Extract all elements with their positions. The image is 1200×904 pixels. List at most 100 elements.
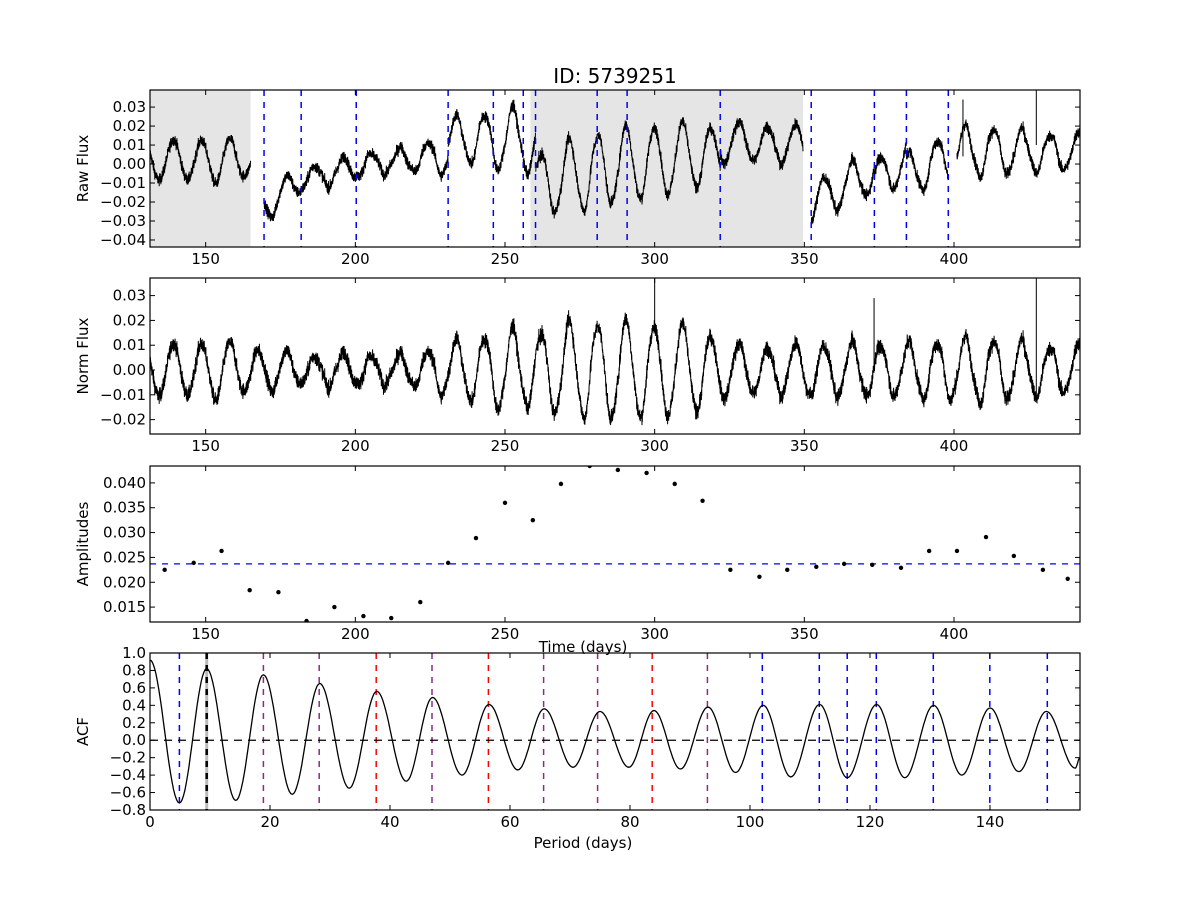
x-tick-label: 0 [145,813,155,831]
panel-norm: 150 200 250 300 350 400 0.03 0.02 0.01 0.00 −0.01 −… [74,277,1081,455]
amplitude-point [728,567,733,573]
y-axis-label: Norm Flux [74,317,92,394]
amplitude-point [644,470,649,476]
y-tick-label: 0.02 [113,311,146,329]
raw-flux-segment [719,118,804,171]
x-tick-label: 350 [790,250,819,268]
y-tick-label: 0.01 [113,336,146,354]
amplitude-point [304,618,309,622]
amplitude-point [191,560,196,566]
amplitude-point [1011,553,1017,559]
y-tick-label: 0.025 [103,548,146,566]
y-tick-label: −0.8 [110,801,146,819]
y-axis-label: ACF [74,717,92,746]
panel-amplitudes: 150 200 250 300 350 400 0.040 0.035 0.030 0.025 0.… [74,465,1081,656]
y-tick-label: −0.6 [110,784,146,802]
acf-curve [150,659,1080,804]
axes-frame [149,277,1081,435]
y-tick-label: 0.03 [113,98,146,116]
y-tick-label: 0.040 [103,474,146,492]
panel-raw: 150 200 250 300 350 4000.030.020.010.00−0.01−… [74,89,1081,268]
y-tick-label: 0.00 [113,155,146,173]
amplitude-point [1040,567,1046,573]
y-tick-label: 0.020 [103,573,146,591]
raw-flux-segment [522,132,536,180]
amplitude-point [870,562,875,568]
amplitude-point [247,588,252,593]
amplitude-point [558,481,564,487]
y-tick-label: 0.00 [113,361,146,379]
x-tick-label: 150 [191,625,220,643]
x-tick-label: 100 [736,813,765,831]
x-axis-label: Time (days) [538,638,628,656]
axes-frame [149,652,1081,811]
raw-flux-segment [873,142,907,194]
raw-flux-segment [596,116,721,209]
y-tick-label: −0.03 [100,212,146,230]
x-tick-label: 20 [260,813,279,831]
x-tick-label: 300 [640,250,669,268]
y-tick-label: −0.01 [100,386,146,404]
y-tick-label: −0.02 [100,193,146,211]
y-tick-label: 0.01 [113,136,146,154]
y-tick-label: 0.02 [113,117,146,135]
plot-area-acf [150,653,1080,810]
plot-area-norm [150,278,1080,426]
raw-flux-segment [535,131,598,219]
shaded-region [530,90,804,247]
amplitude-point [700,498,705,503]
amplitude-point [814,564,819,570]
y-tick-label: 0.035 [103,499,146,517]
x-tick-label: 300 [640,625,669,643]
x-tick-label: 140 [976,813,1005,831]
y-tick-label: −0.04 [100,231,146,249]
amplitude-point [954,548,960,554]
raw-flux-segment [956,119,1080,182]
x-tick-label: 60 [500,813,519,831]
y-tick-label: 0.8 [122,661,146,679]
x-tick-label: 400 [940,250,969,268]
norm-flux-line [150,310,1080,426]
amplitude-point [530,517,536,523]
x-tick-label: 250 [491,625,520,643]
x-tick-label: 400 [940,437,969,455]
raw-flux-segment [810,152,875,225]
amplitude-point [926,548,932,554]
panel-acf: 0 20 40 60 80 100 120 140 1.00.80.60.40.20.0−0.2… [74,644,1081,852]
x-tick-label: 300 [640,437,669,455]
axes-frame [149,465,1081,623]
amplitude-point [332,604,337,610]
raw-flux-segment [150,134,252,187]
amplitude-point [418,599,423,605]
axes-frame [149,89,1081,248]
amplitude-point [473,535,479,541]
y-tick-label: −0.02 [100,411,146,429]
raw-flux-segment [301,151,357,195]
amplitude-point [785,567,790,573]
y-tick-label: 0.4 [122,696,146,714]
x-tick-label: 120 [856,813,885,831]
x-tick-label: 350 [790,437,819,455]
figure-title: ID: 5739251 [553,64,676,88]
amplitude-point [615,467,621,473]
amplitude-point [672,481,677,487]
raw-flux-segment [263,171,302,222]
raw-flux-segment [447,99,524,175]
x-tick-label: 150 [191,437,220,455]
shaded-region [150,90,251,247]
y-tick-label: 0.030 [103,524,146,542]
amplitude-point [757,574,762,579]
y-tick-label: 1.0 [122,644,146,662]
x-axis-label: Period (days) [534,834,633,852]
y-tick-label: 0.0 [122,731,146,749]
raw-flux-segment [906,137,949,197]
x-tick-label: 250 [491,250,520,268]
raw-flux-segment [355,138,449,182]
x-tick-label: 40 [380,813,399,831]
amplitude-point [502,500,508,505]
amplitude-point [361,613,366,619]
amplitude-point [983,534,989,540]
y-axis-label: Amplitudes [74,501,92,586]
x-tick-label: 200 [341,625,370,643]
